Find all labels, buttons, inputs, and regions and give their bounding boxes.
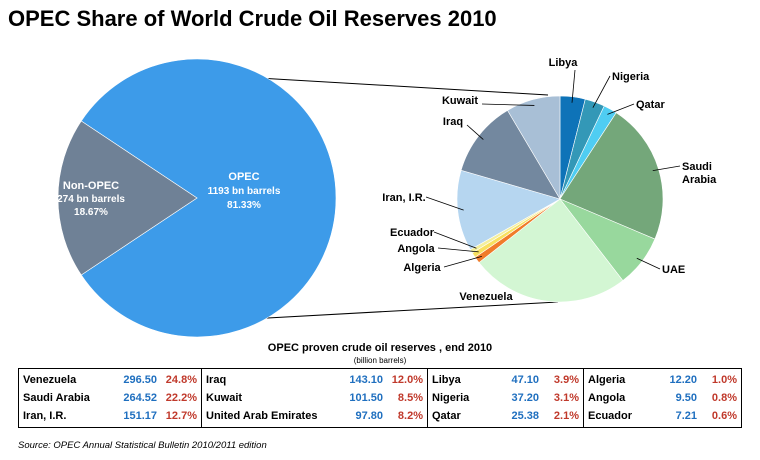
table-row: Angola 9.50 0.8% [588, 391, 737, 405]
country-name: Nigeria [432, 392, 470, 404]
label-kuwait: Kuwait [442, 95, 478, 107]
reserve-value: 7.21 [675, 410, 697, 422]
reserve-value: 264.52 [123, 392, 157, 404]
leader-line-iran-i-r [425, 196, 464, 211]
table-column: Iraq 143.10 12.0% Kuwait 101.50 8.5% United … [201, 369, 427, 427]
reserve-value: 37.20 [511, 392, 539, 404]
table-row: Iraq 143.10 12.0% [206, 373, 423, 387]
reserves-table: Venezuela 296.50 24.8% Saudi Arabia 264.52 2… [18, 368, 742, 428]
label-iraq: Iraq [443, 116, 463, 128]
opec-pct-label: 81.33% [227, 200, 261, 211]
country-name: Iraq [206, 374, 227, 386]
reserve-share: 3.1% [553, 392, 579, 404]
leader-line-ecuador [433, 231, 477, 249]
label-ecuador: Ecuador [390, 227, 435, 239]
table-row: Libya 47.10 3.9% [432, 373, 579, 387]
non-opec-value-label: 274 bn barrels [57, 194, 125, 205]
country-name: Qatar [432, 410, 461, 422]
leader-line-uae [636, 257, 661, 270]
table-row: Ecuador 7.21 0.6% [588, 409, 737, 423]
non-opec-pct-label: 18.67% [74, 207, 108, 218]
pie-slice-iraq [460, 109, 561, 200]
table-column: Algeria 12.20 1.0% Angola 9.50 0.8% Ecuador 7… [583, 369, 741, 427]
reserve-share: 0.8% [711, 392, 737, 404]
reserve-share: 24.8% [165, 374, 197, 386]
label-saudi-arabia: Saudi [682, 161, 712, 173]
reserve-share: 3.9% [553, 374, 579, 386]
table-subtitle: (billion barrels) [353, 356, 407, 365]
pie-slice-non-opec [57, 120, 198, 276]
label-nigeria: Nigeria [612, 71, 650, 83]
opec-label: OPEC [228, 171, 259, 183]
reserve-share: 8.5% [397, 392, 423, 404]
table-row: United Arab Emirates 97.80 8.2% [206, 409, 423, 423]
table-row: Nigeria 37.20 3.1% [432, 391, 579, 405]
country-name: United Arab Emirates [206, 410, 318, 422]
reserve-share: 12.7% [165, 410, 197, 422]
table-column: Venezuela 296.50 24.8% Saudi Arabia 264.52 2… [19, 369, 201, 427]
reserve-value: 151.17 [123, 410, 157, 422]
chart-title: OPEC Share of World Crude Oil Reserves 2… [8, 6, 497, 31]
label-venezuela: Venezuela [459, 291, 513, 303]
table-column: Libya 47.10 3.9% Nigeria 37.20 3.1% Qatar 25.… [427, 369, 583, 427]
pie-charts: OPEC 1193 bn barrels 81.33% Non-OPEC 274 bn … [57, 57, 717, 338]
reserve-value: 9.50 [675, 392, 697, 404]
leader-line-iraq [466, 124, 484, 140]
reserve-value: 143.10 [349, 374, 383, 386]
reserve-value: 97.80 [355, 410, 383, 422]
reserve-value: 47.10 [511, 374, 539, 386]
reserve-share: 1.0% [711, 374, 737, 386]
leader-line-saudi-arabia [652, 165, 681, 172]
country-name: Venezuela [23, 374, 77, 386]
country-name: Iran, I.R. [23, 410, 67, 422]
table-title: OPEC proven crude oil reserves , end 201… [267, 342, 493, 354]
leader-line-angola [437, 247, 479, 253]
reserve-share: 0.6% [711, 410, 737, 422]
reserve-share: 22.2% [165, 392, 197, 404]
label-uae: UAE [662, 264, 685, 276]
table-row: Venezuela 296.50 24.8% [23, 373, 197, 387]
label-iran-i-r: Iran, I.R. [382, 192, 425, 204]
pie-slice-iran-i-r [456, 169, 561, 250]
leader-line-nigeria [592, 75, 611, 108]
label-angola: Angola [397, 243, 435, 255]
leader-line-kuwait [481, 103, 535, 106]
country-name: Saudi Arabia [23, 392, 90, 404]
reserve-share: 12.0% [391, 374, 423, 386]
label-libya: Libya [549, 57, 579, 69]
country-name: Libya [432, 374, 461, 386]
opec-countries-pie [456, 95, 664, 303]
table-row: Kuwait 101.50 8.5% [206, 391, 423, 405]
label-qatar: Qatar [636, 99, 665, 111]
non-opec-label: Non-OPEC [63, 180, 119, 192]
leader-line-algeria [443, 256, 482, 268]
table-row: Qatar 25.38 2.1% [432, 409, 579, 423]
reserve-value: 12.20 [669, 374, 697, 386]
reserve-share: 2.1% [553, 410, 579, 422]
country-name: Angola [588, 392, 626, 404]
reserve-share: 8.2% [397, 410, 423, 422]
country-name: Ecuador [588, 410, 633, 422]
pie-slice-kuwait [507, 95, 561, 201]
pie-slice-opec [80, 58, 337, 338]
reserve-value: 296.50 [123, 374, 157, 386]
table-row: Algeria 12.20 1.0% [588, 373, 737, 387]
label-algeria: Algeria [403, 262, 441, 274]
country-name: Algeria [588, 374, 626, 386]
pie-slice-venezuela [478, 198, 624, 303]
pie-slice-saudi-arabia [559, 112, 664, 240]
label-saudi-arabia-line2: Arabia [682, 174, 717, 186]
table-row: Saudi Arabia 264.52 22.2% [23, 391, 197, 405]
opec-share-pie [57, 58, 337, 338]
leader-line-qatar [607, 103, 635, 115]
reserve-value: 25.38 [511, 410, 539, 422]
leader-line-libya [571, 69, 576, 103]
source-note: Source: OPEC Annual Statistical Bulletin… [18, 440, 267, 451]
reserve-value: 101.50 [349, 392, 383, 404]
country-name: Kuwait [206, 392, 243, 404]
opec-value-label: 1193 bn barrels [208, 186, 281, 197]
table-row: Iran, I.R. 151.17 12.7% [23, 409, 197, 423]
